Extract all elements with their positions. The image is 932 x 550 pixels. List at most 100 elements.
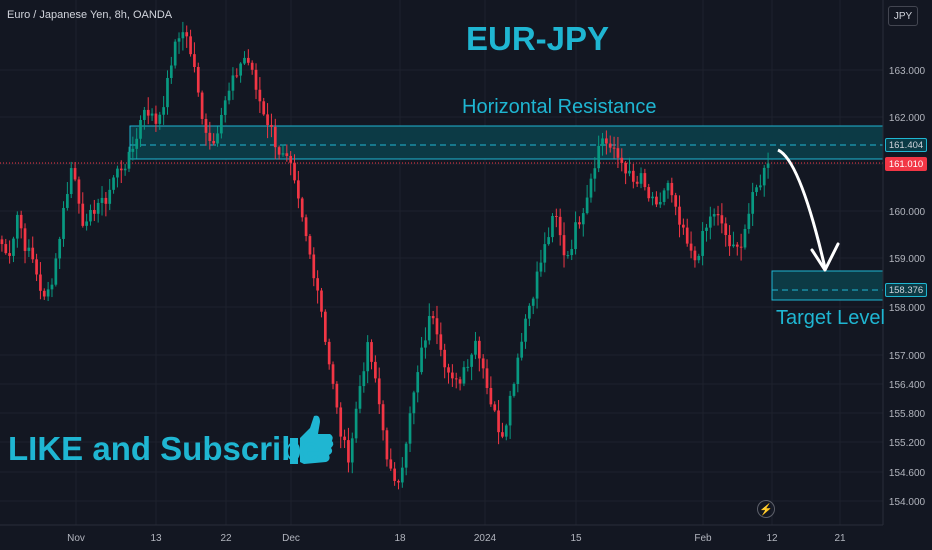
candle-body (112, 177, 115, 190)
candle-body (585, 197, 589, 214)
price-tick-label: 160.000 (889, 207, 926, 218)
candle-body (543, 244, 547, 263)
candle-body (651, 196, 654, 199)
candle-body (239, 63, 242, 76)
candle-body (755, 187, 758, 193)
candle-body (512, 384, 516, 396)
candle-body (362, 371, 366, 387)
candle-body (139, 119, 142, 139)
candle-body (135, 138, 139, 149)
candle-body (724, 223, 728, 236)
candle-body (339, 407, 343, 437)
candle-body (300, 198, 304, 218)
candle-body (227, 90, 231, 101)
price-tick-label: 155.200 (889, 438, 926, 449)
candle-body (647, 187, 651, 199)
candle-body (331, 364, 335, 384)
candle-body (712, 214, 716, 217)
candle-body (85, 221, 88, 226)
candle-body (316, 278, 319, 291)
candle-body (347, 440, 350, 463)
candle-body (408, 413, 412, 444)
candle-body (608, 143, 612, 148)
candle-body (562, 235, 566, 256)
candle-body (597, 145, 601, 169)
candle-body (266, 114, 269, 126)
lightning-icon[interactable]: ⚡ (757, 500, 775, 518)
time-tick-label: 2024 (474, 533, 497, 544)
candle-body (293, 162, 296, 181)
candle-body (335, 383, 339, 408)
candle-body (54, 258, 58, 285)
candle-body (77, 179, 81, 204)
candle-body (477, 340, 481, 359)
candle-body (574, 222, 577, 250)
candle-body (212, 140, 216, 144)
candle-body (631, 170, 635, 182)
candle-body (662, 190, 666, 202)
candle-body (146, 109, 150, 116)
candle-body (27, 247, 31, 251)
candle-body (58, 238, 62, 259)
candle-body (323, 311, 327, 342)
candle-body (0, 239, 4, 245)
candle-body (504, 425, 508, 437)
candle-body (508, 395, 512, 426)
candle-body (92, 209, 96, 214)
candle-body (39, 274, 42, 291)
candle-body (308, 236, 312, 255)
candle-body (96, 202, 100, 214)
time-axis[interactable]: Nov 13 22 Dec 18 2024 15 Feb 12 21 (67, 533, 846, 544)
candle-body (439, 334, 443, 350)
candle-body (223, 100, 227, 115)
price-tick-label: 159.000 (889, 254, 926, 265)
projection-arrow-head (810, 242, 840, 272)
candle-body (520, 341, 524, 358)
candle-body (258, 89, 262, 102)
candle-body (493, 404, 497, 411)
candle-body (601, 138, 604, 146)
candle-body (193, 54, 196, 67)
candle-body (435, 318, 439, 335)
candle-body (8, 253, 11, 256)
candle-body (759, 185, 762, 188)
candle-body (285, 153, 289, 156)
candle-body (747, 213, 751, 229)
candle-body (23, 228, 27, 251)
candle-body (104, 197, 108, 204)
candle-body (169, 65, 173, 78)
candle-body (19, 214, 23, 229)
candle-body (554, 215, 558, 217)
time-tick-label: 22 (220, 533, 232, 544)
candle-body (539, 262, 543, 272)
candle-body (235, 75, 239, 77)
candle-body (343, 436, 346, 441)
candle-body (220, 114, 223, 134)
candle-body (123, 168, 127, 171)
candle-body (739, 246, 743, 248)
candle-body (416, 372, 420, 393)
candle-body (374, 361, 377, 379)
chart-grid (0, 0, 883, 525)
candle-body (31, 247, 35, 260)
candle-body (12, 238, 15, 256)
candle-body (762, 167, 766, 186)
candle-body (578, 222, 581, 225)
pair-title: EUR-JPY (466, 20, 610, 57)
candle-body (620, 157, 624, 163)
candle-body (189, 36, 192, 55)
candle-body (358, 386, 362, 409)
currency-button[interactable]: JPY (888, 6, 918, 26)
candle-body (350, 438, 354, 463)
candle-body (566, 255, 570, 257)
candle-body (366, 342, 370, 372)
candle-body (393, 468, 396, 481)
time-tick-label: Dec (282, 533, 300, 544)
candles (0, 21, 770, 490)
candle-body (166, 77, 169, 108)
candle-body (127, 151, 131, 169)
candle-body (46, 289, 50, 297)
price-tick-label: 155.800 (889, 409, 926, 420)
candle-body (131, 148, 135, 152)
